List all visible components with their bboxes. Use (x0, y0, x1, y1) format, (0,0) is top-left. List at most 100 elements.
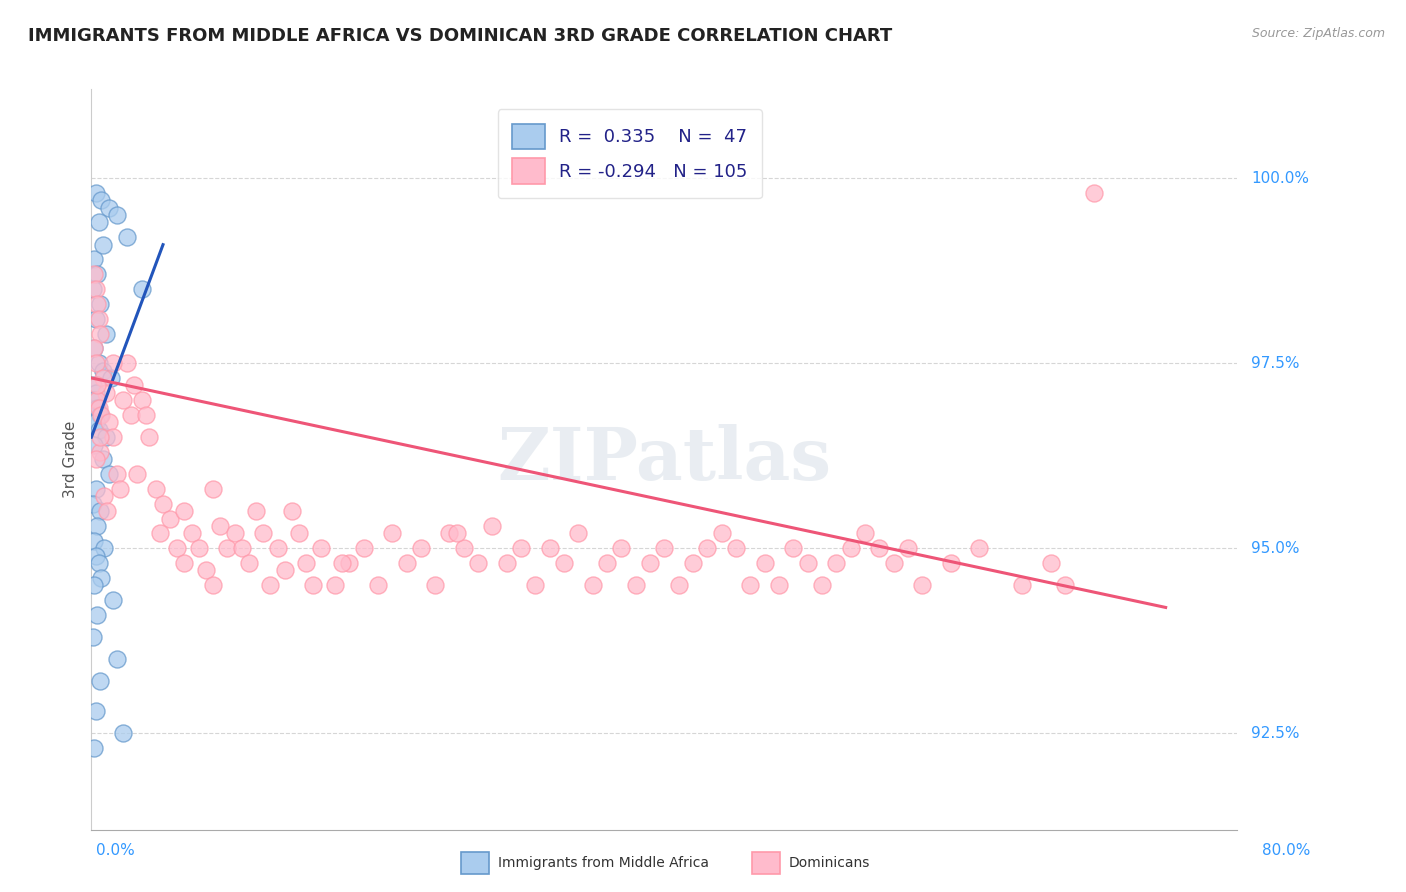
Point (724, 541, 747, 556)
Point (87, 215, 110, 229)
Point (149, 526, 172, 541)
Point (245, 504, 267, 518)
Point (90, 571, 112, 585)
Point (86, 401, 108, 415)
Point (897, 541, 920, 556)
Point (89, 430, 111, 444)
Point (367, 578, 389, 592)
Point (87, 401, 110, 415)
Point (538, 541, 561, 556)
Point (84, 482, 107, 496)
Point (1083, 186, 1105, 200)
Point (309, 541, 332, 556)
Point (90, 194, 112, 208)
Point (89, 297, 111, 311)
Point (524, 578, 547, 592)
Point (696, 541, 718, 556)
Point (740, 578, 762, 592)
Point (624, 578, 647, 592)
Point (202, 482, 225, 496)
Point (87, 356, 110, 370)
Point (89, 504, 111, 518)
Point (111, 393, 134, 408)
Point (217, 541, 239, 556)
Point (259, 578, 281, 592)
Point (91, 452, 114, 467)
Legend: R =  0.335    N =  47, R = -0.294   N = 105: R = 0.335 N = 47, R = -0.294 N = 105 (498, 110, 762, 198)
Point (353, 541, 375, 556)
Point (108, 482, 131, 496)
Point (853, 526, 876, 541)
Point (121, 408, 143, 422)
Point (94, 326, 117, 341)
Point (882, 556, 904, 570)
Point (97, 416, 120, 430)
Point (94, 430, 117, 444)
Point (105, 208, 128, 222)
Point (83, 437, 105, 451)
Point (83, 252, 105, 267)
Point (274, 564, 297, 578)
Point (145, 482, 167, 496)
Point (105, 652, 128, 666)
Point (839, 541, 862, 556)
Point (295, 556, 318, 570)
Point (83, 342, 105, 356)
Point (288, 526, 311, 541)
Text: 0.0%: 0.0% (96, 843, 135, 858)
Point (83, 578, 105, 592)
Point (97, 201, 120, 215)
Point (84, 282, 107, 296)
FancyBboxPatch shape (752, 852, 780, 874)
Point (710, 526, 733, 541)
Point (194, 564, 217, 578)
Point (96, 504, 118, 518)
Point (187, 541, 209, 556)
Text: 92.5%: 92.5% (1251, 726, 1299, 741)
Point (495, 556, 517, 570)
Point (467, 556, 489, 570)
Point (668, 578, 690, 592)
Point (180, 526, 202, 541)
Point (84, 186, 107, 200)
Point (131, 282, 153, 296)
Point (124, 378, 146, 392)
Point (323, 578, 346, 592)
Point (868, 541, 890, 556)
Point (152, 497, 174, 511)
Point (553, 556, 575, 570)
Point (131, 393, 153, 408)
Point (173, 556, 195, 570)
Text: 97.5%: 97.5% (1251, 356, 1299, 371)
Point (105, 467, 128, 482)
Point (652, 541, 675, 556)
Point (939, 556, 962, 570)
Point (83, 342, 105, 356)
Point (87, 556, 110, 570)
Point (782, 541, 804, 556)
Point (111, 726, 134, 740)
Point (87, 311, 110, 326)
Point (84, 311, 107, 326)
Point (84, 385, 107, 400)
Point (1011, 578, 1033, 592)
Point (84, 549, 107, 563)
Point (510, 541, 533, 556)
Point (86, 268, 108, 282)
Point (166, 541, 188, 556)
Text: Dominicans: Dominicans (789, 856, 870, 870)
Point (86, 393, 108, 408)
Point (82, 497, 104, 511)
Point (811, 578, 834, 592)
Point (330, 556, 353, 570)
Point (83, 393, 105, 408)
Point (89, 326, 111, 341)
Point (610, 541, 633, 556)
Point (911, 578, 934, 592)
Point (1054, 578, 1077, 592)
Point (89, 674, 111, 689)
Point (93, 490, 115, 504)
Point (90, 408, 112, 422)
Point (89, 445, 111, 459)
Point (101, 593, 124, 607)
